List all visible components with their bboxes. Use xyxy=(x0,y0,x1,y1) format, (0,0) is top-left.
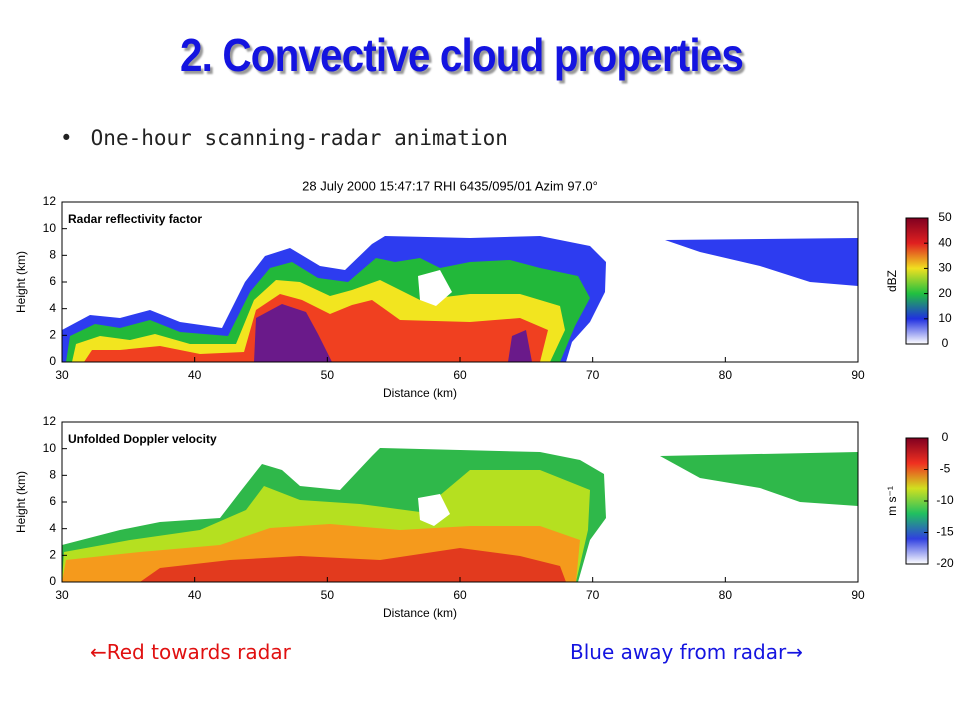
bullet: • One-hour scanning-radar animation xyxy=(60,126,508,150)
caption-right: Blue away from radar→ xyxy=(570,640,803,664)
x-tick-label: 80 xyxy=(719,588,733,602)
y-tick-label: 10 xyxy=(43,441,57,455)
x-tick-label: 70 xyxy=(586,368,600,382)
velocity-field xyxy=(62,448,858,582)
y-tick-label: 8 xyxy=(49,248,56,262)
panel-label: Unfolded Doppler velocity xyxy=(68,432,217,446)
y-tick-label: 0 xyxy=(49,354,56,368)
colorbar-tick-label: 0 xyxy=(942,336,949,350)
figure-header: 28 July 2000 15:47:17 RHI 6435/095/01 Az… xyxy=(302,178,598,193)
x-axis-label: Distance (km) xyxy=(383,386,457,400)
y-tick-label: 12 xyxy=(43,414,57,428)
colorbar-tick-label: 30 xyxy=(938,261,952,275)
colorbar-tick-label: -15 xyxy=(936,525,954,539)
colorbar-tick-label: -10 xyxy=(936,493,954,507)
y-tick-label: 10 xyxy=(43,221,57,235)
y-tick-label: 4 xyxy=(49,521,56,535)
x-tick-label: 30 xyxy=(55,368,69,382)
colorbar-tick-label: 50 xyxy=(938,210,952,224)
y-tick-label: 6 xyxy=(49,274,56,288)
bullet-text: One-hour scanning-radar animation xyxy=(90,126,508,150)
x-tick-label: 90 xyxy=(851,368,865,382)
x-tick-label: 40 xyxy=(188,368,202,382)
colorbar-label: m s⁻¹ xyxy=(885,486,899,516)
caption-left: ←Red towards radar xyxy=(90,640,291,664)
x-tick-label: 40 xyxy=(188,588,202,602)
x-tick-label: 60 xyxy=(453,588,467,602)
colorbar-tick-label: 20 xyxy=(938,286,952,300)
colorbar-tick-label: 0 xyxy=(942,430,949,444)
colorbar-tick-label: 10 xyxy=(938,311,952,325)
y-tick-label: 0 xyxy=(49,574,56,588)
panel-label: Radar reflectivity factor xyxy=(68,212,202,226)
x-tick-label: 80 xyxy=(719,368,733,382)
colorbar-tick-label: -20 xyxy=(936,556,954,570)
y-tick-label: 12 xyxy=(43,194,57,208)
bullet-dot: • xyxy=(60,126,73,150)
y-axis-label: Height (km) xyxy=(14,471,28,533)
x-tick-label: 50 xyxy=(321,368,335,382)
y-tick-label: 2 xyxy=(49,548,56,562)
y-tick-label: 2 xyxy=(49,328,56,342)
slide-title: 2. Convective cloud properties xyxy=(180,29,744,81)
colorbar-label: dBZ xyxy=(885,270,899,292)
colorbar-tick-label: -5 xyxy=(940,462,951,476)
colorbar xyxy=(905,217,929,345)
x-tick-label: 90 xyxy=(851,588,865,602)
x-tick-label: 30 xyxy=(55,588,69,602)
x-tick-label: 70 xyxy=(586,588,600,602)
x-tick-label: 60 xyxy=(453,368,467,382)
y-axis-label: Height (km) xyxy=(14,251,28,313)
x-tick-label: 50 xyxy=(321,588,335,602)
y-tick-label: 4 xyxy=(49,301,56,315)
y-tick-label: 8 xyxy=(49,468,56,482)
reflectivity-field xyxy=(62,236,858,362)
x-axis-label: Distance (km) xyxy=(383,606,457,620)
colorbar-tick-label: 40 xyxy=(938,235,952,249)
y-tick-label: 6 xyxy=(49,494,56,508)
